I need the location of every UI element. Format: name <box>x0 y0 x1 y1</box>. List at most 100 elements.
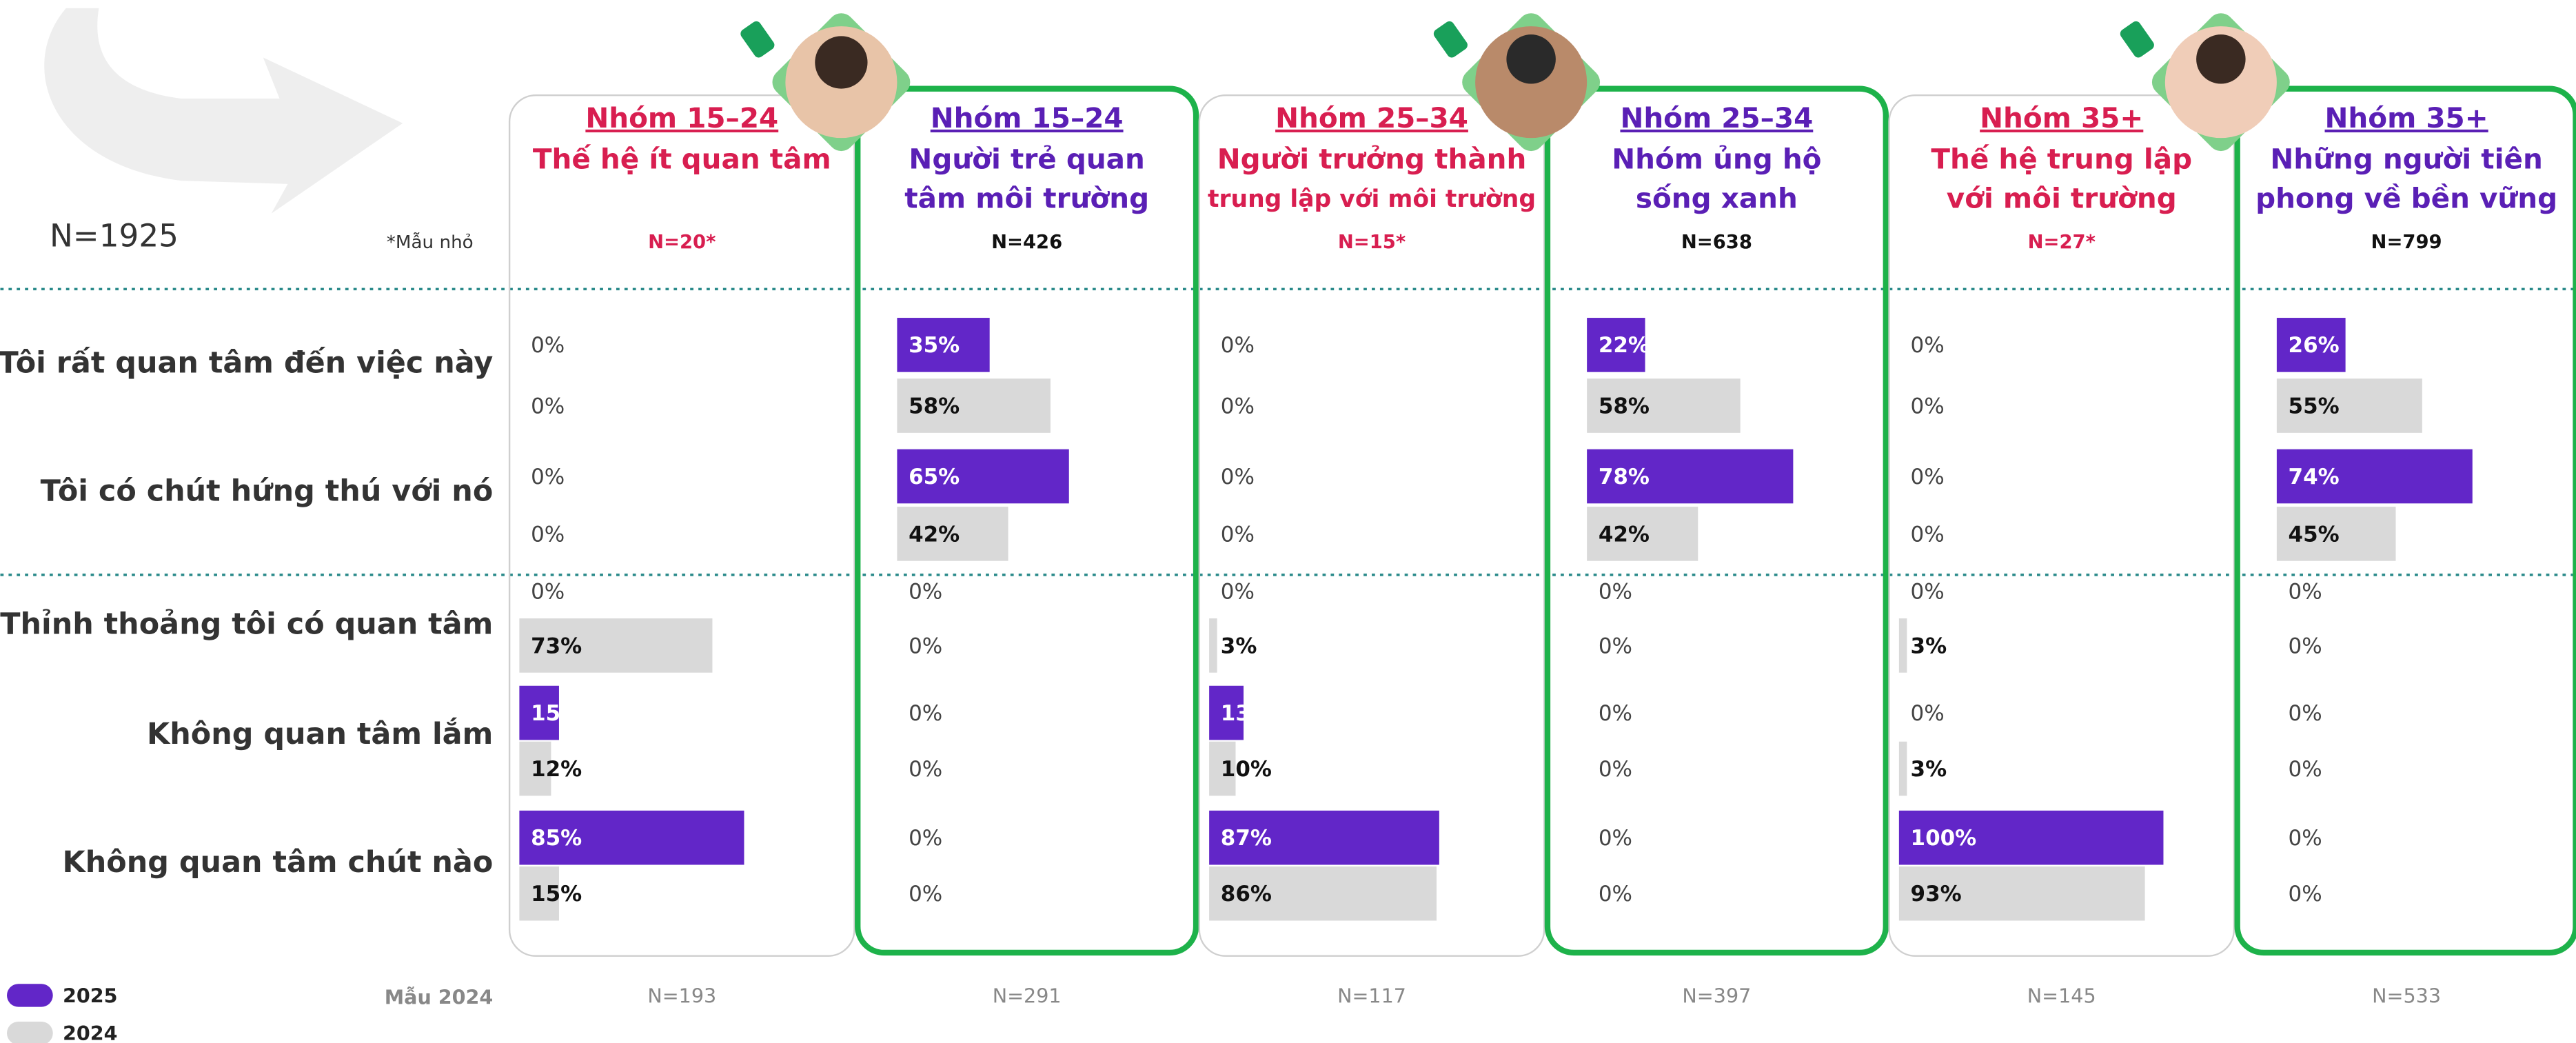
value-label: 0% <box>1221 394 1255 418</box>
value-label: 58% <box>909 394 960 418</box>
value-label: 0% <box>531 394 565 418</box>
decor-arrow <box>44 8 403 214</box>
value-label: 15% <box>531 882 582 907</box>
value-label: 3% <box>1221 634 1257 658</box>
bar <box>1899 618 1907 673</box>
chart: N=1925 *Mẫu nhỏ Mẫu 2024 Nhóm 15–24 Thế h… <box>0 0 2576 1043</box>
value-label: 0% <box>531 522 565 547</box>
row-label: Tôi có chút hứng thú với nó <box>41 474 494 508</box>
panel-n: N=638 <box>1681 232 1752 253</box>
value-label: 0% <box>1911 701 1945 726</box>
value-label: 85% <box>531 826 582 851</box>
value-label: 15% <box>531 701 582 726</box>
value-label: 74% <box>2289 465 2340 489</box>
value-label: 0% <box>909 826 942 851</box>
value-label: 45% <box>2289 522 2340 547</box>
value-label: 0% <box>909 634 942 658</box>
value-label: 100% <box>1911 826 1977 851</box>
note: *Mẫu nhỏ <box>387 232 474 253</box>
panel-n: N=20* <box>648 232 716 253</box>
value-label: 0% <box>909 701 942 726</box>
value-label: 13% <box>1221 701 1272 726</box>
panel-subtitle: sống xanh <box>1636 182 1798 215</box>
value-label: 0% <box>2289 580 2322 605</box>
value-label: 42% <box>909 522 960 547</box>
panel-n: N=799 <box>2371 232 2442 253</box>
value-label: 42% <box>1599 522 1650 547</box>
legend-swatch <box>7 984 53 1006</box>
panel-subtitle: phong về bền vững <box>2255 182 2557 215</box>
panel-subtitle: Người trẻ quan <box>909 143 1144 176</box>
value-label: 10% <box>1221 757 1272 782</box>
legend-swatch <box>7 1022 53 1043</box>
panel-title: Nhóm 25–34 <box>1275 101 1468 134</box>
value-label: 86% <box>1221 882 1272 907</box>
value-label: 0% <box>2289 826 2322 851</box>
legend-label: 2024 <box>63 1022 118 1043</box>
value-label: 0% <box>531 333 565 358</box>
row-label: Không quan tâm lắm <box>147 717 493 751</box>
value-label: 0% <box>1911 522 1945 547</box>
panel-n: N=426 <box>991 232 1062 253</box>
row-label: Không quan tâm chút nào <box>63 845 494 880</box>
value-label: 78% <box>1599 465 1650 489</box>
page: N=1925 *Mẫu nhỏ Mẫu 2024 Nhóm 15–24 Thế h… <box>0 0 2576 1043</box>
value-label: 0% <box>1599 826 1632 851</box>
panel-n-2024: N=397 <box>1682 984 1751 1007</box>
bar <box>1209 618 1217 673</box>
value-label: 0% <box>1221 333 1255 358</box>
value-label: 58% <box>1599 394 1650 418</box>
panel-title: Nhóm 15–24 <box>585 101 778 134</box>
panel-n-2024: N=533 <box>2372 984 2441 1007</box>
value-label: 0% <box>2289 757 2322 782</box>
panel-subtitle: Người trưởng thành <box>1217 143 1527 176</box>
panel-subtitle: với môi trường <box>1947 182 2177 215</box>
panel-n: N=27* <box>2028 232 2096 253</box>
value-label: 0% <box>2289 701 2322 726</box>
row-label: Tôi rất quan tâm đến việc này <box>0 345 493 380</box>
panel-n-2024: N=193 <box>647 984 716 1007</box>
value-label: 0% <box>1599 882 1632 907</box>
value-label: 0% <box>1911 465 1945 489</box>
panel-subtitle: Những người tiên <box>2270 143 2543 176</box>
value-label: 22% <box>1599 333 1650 358</box>
panel-subtitle: tâm môi trường <box>904 182 1149 215</box>
value-label: 0% <box>909 882 942 907</box>
panel-subtitle: Nhóm ủng hộ <box>1612 143 1821 176</box>
value-label: 87% <box>1221 826 1272 851</box>
value-label: 0% <box>1599 580 1632 605</box>
value-label: 0% <box>1911 333 1945 358</box>
value-label: 0% <box>1599 701 1632 726</box>
value-label: 55% <box>2289 394 2340 418</box>
value-label: 0% <box>909 757 942 782</box>
value-label: 65% <box>909 465 960 489</box>
value-label: 0% <box>909 580 942 605</box>
value-label: 0% <box>1221 580 1255 605</box>
panel-title: Nhóm 35+ <box>1980 101 2143 134</box>
panel-title: Nhóm 15–24 <box>931 101 1124 134</box>
value-label: 0% <box>1221 522 1255 547</box>
value-label: 3% <box>1911 634 1947 658</box>
row-label: Thỉnh thoảng tôi có quan tâm <box>0 607 493 641</box>
panel-n: N=15* <box>1338 232 1406 253</box>
value-label: 26% <box>2289 333 2340 358</box>
panel-subtitle: trung lập với môi trường <box>1208 185 1536 213</box>
value-label: 93% <box>1911 882 1962 907</box>
value-label: 0% <box>2289 882 2322 907</box>
value-label: 0% <box>531 465 565 489</box>
value-label: 0% <box>1221 465 1255 489</box>
value-label: 12% <box>531 757 582 782</box>
panel-subtitle: Thế hệ ít quan tâm <box>533 143 831 176</box>
value-label: 3% <box>1911 757 1947 782</box>
value-label: 0% <box>2289 634 2322 658</box>
value-label: 0% <box>1911 394 1945 418</box>
panel-title: Nhóm 25–34 <box>1620 101 1813 134</box>
value-label: 0% <box>531 580 565 605</box>
panel-title: Nhóm 35+ <box>2325 101 2488 134</box>
sample-2024-label: Mẫu 2024 <box>385 986 494 1009</box>
value-label: 73% <box>531 634 582 658</box>
value-label: 0% <box>1599 757 1632 782</box>
panel-n-2024: N=291 <box>993 984 1062 1007</box>
n-total: N=1925 <box>50 217 179 254</box>
panel-n-2024: N=145 <box>2027 984 2096 1007</box>
